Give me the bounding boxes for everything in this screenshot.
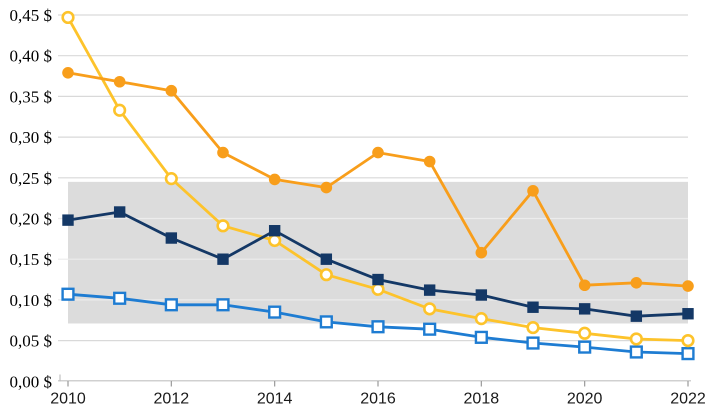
marker-open-circle [681, 334, 695, 348]
y-tick-label: 0,45 $ [10, 6, 53, 25]
y-tick-label: 0,40 $ [10, 47, 53, 66]
marker-open-square [629, 345, 643, 359]
x-tick-label: 2022 [670, 391, 706, 408]
marker-open-square [216, 298, 230, 312]
marker-filled-square [268, 225, 281, 237]
marker-filled-square [578, 303, 591, 315]
x-tick-label: 2020 [567, 391, 603, 408]
marker-filled-square [682, 308, 694, 320]
y-tick-label: 0,30 $ [10, 128, 53, 147]
y-tick-label: 0,00 $ [10, 372, 53, 391]
marker-open-circle [526, 320, 540, 335]
marker-open-square [423, 322, 437, 336]
marker-open-circle [319, 268, 333, 282]
marker-open-circle [113, 103, 127, 117]
marker-open-square [164, 298, 178, 312]
marker-filled-circle [113, 75, 126, 88]
marker-filled-circle [165, 84, 178, 97]
marker-filled-square [475, 289, 488, 301]
marker-filled-square [423, 284, 436, 296]
marker-open-square [268, 305, 282, 319]
x-tick-label: 2016 [360, 391, 396, 408]
marker-open-circle [474, 312, 488, 326]
marker-filled-circle [372, 146, 384, 159]
y-tick-label: 0,15 $ [10, 250, 53, 269]
marker-filled-square [113, 206, 126, 218]
marker-open-square [474, 330, 488, 344]
marker-open-square [319, 315, 333, 329]
marker-open-circle [268, 233, 282, 248]
marker-open-circle [423, 302, 437, 316]
marker-filled-circle [268, 173, 281, 186]
marker-filled-circle [527, 185, 539, 197]
y-tick-label: 0,05 $ [10, 332, 53, 351]
marker-filled-circle [62, 66, 74, 79]
marker-open-circle [61, 10, 75, 25]
marker-open-circle [164, 172, 178, 186]
marker-filled-circle [630, 277, 643, 289]
x-tick-label: 2014 [257, 391, 293, 408]
marker-filled-square [527, 301, 539, 313]
marker-filled-circle [475, 246, 488, 259]
y-tick-label: 0,20 $ [10, 210, 53, 229]
marker-filled-circle [682, 280, 694, 292]
marker-filled-square [217, 253, 229, 265]
marker-open-square [113, 291, 127, 305]
x-tick-label: 2012 [154, 391, 190, 408]
marker-filled-square [372, 273, 384, 286]
x-tick-label: 2018 [464, 391, 500, 408]
marker-filled-circle [320, 181, 333, 194]
x-tick-label: 2010 [50, 391, 86, 408]
marker-open-square [61, 287, 75, 301]
marker-open-circle [216, 219, 230, 233]
marker-filled-square [630, 310, 643, 322]
marker-filled-square [320, 253, 333, 265]
marker-filled-square [62, 214, 74, 226]
marker-open-square [681, 347, 695, 361]
marker-open-square [526, 336, 540, 350]
marker-open-square [578, 340, 592, 354]
marker-filled-square [165, 232, 178, 244]
y-tick-label: 0,10 $ [10, 291, 53, 310]
marker-open-circle [629, 332, 643, 346]
y-tick-label: 0,25 $ [10, 169, 53, 188]
marker-filled-circle [217, 146, 229, 159]
marker-open-square [371, 320, 385, 334]
marker-open-circle [371, 282, 385, 296]
marker-open-circle [578, 326, 592, 340]
y-tick-label: 0,35 $ [10, 87, 53, 106]
marker-filled-circle [578, 279, 591, 292]
marker-filled-circle [423, 155, 436, 168]
